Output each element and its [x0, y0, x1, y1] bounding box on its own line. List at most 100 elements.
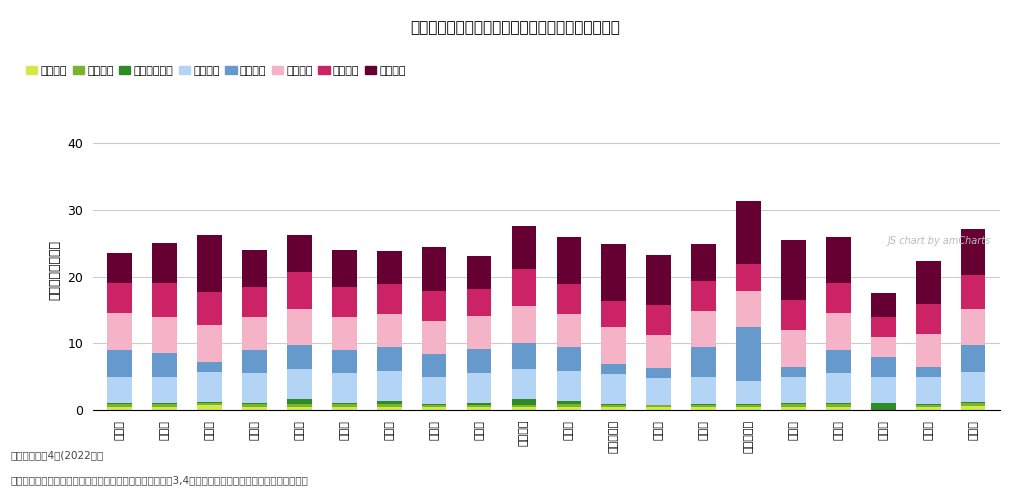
- Bar: [557, 406, 581, 410]
- Bar: [377, 314, 402, 348]
- Text: JS chart by amCharts: JS chart by amCharts: [888, 236, 991, 246]
- Bar: [691, 378, 716, 404]
- Bar: [242, 350, 267, 374]
- Bar: [332, 316, 357, 350]
- Bar: [871, 294, 896, 316]
- Bar: [107, 350, 132, 376]
- Bar: [467, 256, 492, 290]
- Bar: [197, 292, 222, 326]
- Bar: [153, 376, 177, 404]
- Bar: [961, 372, 986, 402]
- Bar: [961, 402, 986, 406]
- Bar: [422, 406, 446, 410]
- Bar: [332, 350, 357, 374]
- Bar: [511, 404, 536, 406]
- Bar: [197, 402, 222, 404]
- Bar: [871, 316, 896, 336]
- Bar: [646, 368, 671, 378]
- Bar: [377, 406, 402, 410]
- Bar: [511, 270, 536, 306]
- Bar: [736, 406, 761, 410]
- Bar: [781, 240, 806, 300]
- Bar: [287, 368, 311, 398]
- Bar: [736, 404, 761, 406]
- Bar: [511, 342, 536, 369]
- Bar: [511, 226, 536, 270]
- Bar: [377, 400, 402, 404]
- Bar: [826, 404, 851, 406]
- Bar: [287, 308, 311, 346]
- Bar: [601, 408, 626, 410]
- Bar: [287, 236, 311, 272]
- Bar: [511, 306, 536, 343]
- Bar: [646, 408, 671, 410]
- Bar: [601, 328, 626, 364]
- Bar: [916, 404, 940, 406]
- Bar: [961, 406, 986, 410]
- Bar: [107, 406, 132, 410]
- Bar: [691, 348, 716, 378]
- Bar: [557, 314, 581, 348]
- Bar: [601, 374, 626, 404]
- Bar: [377, 284, 402, 314]
- Bar: [377, 250, 402, 284]
- Bar: [197, 362, 222, 372]
- Bar: [557, 370, 581, 400]
- Bar: [961, 228, 986, 276]
- Bar: [332, 404, 357, 406]
- Bar: [153, 244, 177, 284]
- Bar: [916, 334, 940, 368]
- Bar: [826, 236, 851, 284]
- Bar: [916, 368, 940, 378]
- Bar: [826, 406, 851, 410]
- Bar: [242, 408, 267, 410]
- Bar: [691, 280, 716, 310]
- Bar: [422, 248, 446, 290]
- Bar: [961, 276, 986, 308]
- Bar: [511, 406, 536, 410]
- Bar: [646, 404, 671, 406]
- Bar: [467, 316, 492, 350]
- Bar: [601, 364, 626, 374]
- Bar: [646, 406, 671, 407]
- Bar: [107, 284, 132, 314]
- Bar: [871, 356, 896, 376]
- Bar: [511, 400, 536, 404]
- Legend: 要支援１, 要支援２, 経過的要介護, 要介護１, 要介護２, 要介護３, 要介護４, 要介護５: 要支援１, 要支援２, 経過的要介護, 要介護１, 要介護２, 要介護３, 要介…: [26, 66, 406, 76]
- Bar: [781, 406, 806, 410]
- Bar: [557, 348, 581, 370]
- Bar: [287, 404, 311, 406]
- Bar: [422, 404, 446, 406]
- Bar: [107, 404, 132, 406]
- Bar: [781, 376, 806, 404]
- Bar: [422, 378, 446, 404]
- Bar: [287, 398, 311, 404]
- Bar: [153, 316, 177, 354]
- Bar: [422, 290, 446, 320]
- Bar: [736, 200, 761, 264]
- Bar: [557, 404, 581, 406]
- Bar: [646, 304, 671, 334]
- Bar: [916, 378, 940, 404]
- Bar: [557, 284, 581, 314]
- Bar: [916, 406, 940, 410]
- Bar: [287, 346, 311, 368]
- Bar: [242, 250, 267, 286]
- Bar: [107, 376, 132, 404]
- Bar: [153, 406, 177, 410]
- Text: （出典）厚生労働省「介護保険事業状況報告」年報（令和3,4年度のみ「介護保険事業状況報告」月報）: （出典）厚生労働省「介護保険事業状況報告」年報（令和3,4年度のみ「介護保険事業…: [10, 475, 308, 485]
- Bar: [377, 348, 402, 370]
- Bar: [736, 380, 761, 404]
- Bar: [781, 404, 806, 406]
- Bar: [332, 286, 357, 316]
- Bar: [377, 370, 402, 400]
- Text: （時点）令和4年(2022年）: （時点）令和4年(2022年）: [10, 450, 103, 460]
- Bar: [961, 308, 986, 346]
- Bar: [961, 346, 986, 372]
- Bar: [781, 300, 806, 330]
- Bar: [781, 330, 806, 366]
- Bar: [691, 244, 716, 281]
- Bar: [332, 374, 357, 404]
- Bar: [916, 260, 940, 304]
- Bar: [153, 404, 177, 406]
